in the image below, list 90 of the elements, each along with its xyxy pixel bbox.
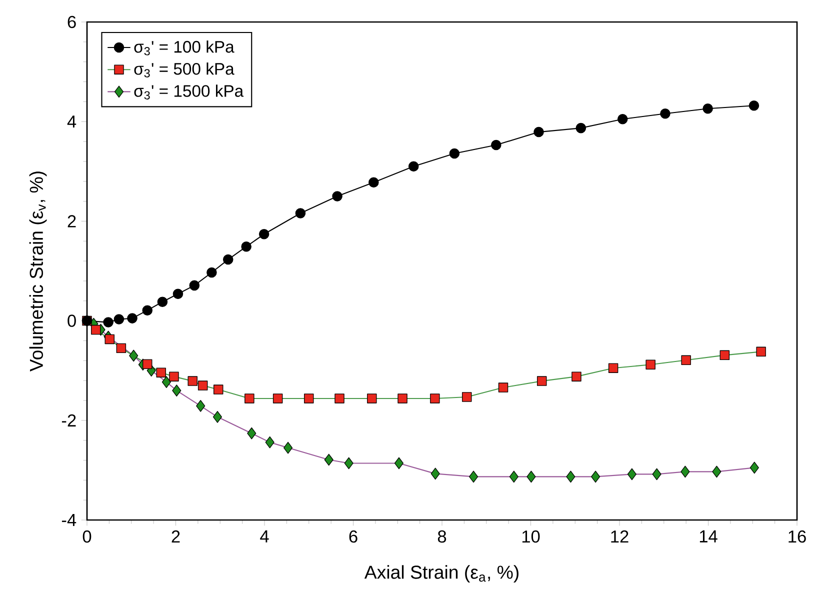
- point: [272, 394, 283, 404]
- point: [536, 376, 547, 386]
- point: [367, 394, 377, 404]
- point: [591, 470, 600, 483]
- y-tick-label: -4: [62, 514, 76, 526]
- point: [660, 108, 670, 119]
- point: [213, 384, 224, 394]
- x-tick-label: 2: [172, 530, 180, 543]
- point: [172, 384, 182, 396]
- point: [756, 346, 766, 357]
- point: [116, 343, 126, 354]
- point: [189, 280, 200, 291]
- point: [114, 314, 124, 324]
- point: [265, 436, 274, 448]
- point: [368, 177, 379, 188]
- x-tick-label: 0: [82, 530, 92, 543]
- x-tick-label: 16: [788, 530, 806, 543]
- point: [244, 394, 254, 404]
- point: [104, 334, 115, 344]
- point: [617, 114, 628, 124]
- point: [680, 466, 690, 478]
- point: [344, 457, 354, 470]
- point: [572, 372, 582, 382]
- legend-label: σ$_{3}$' = 1500 kPa: [134, 84, 244, 100]
- y-tick-label: 2: [68, 215, 76, 228]
- point: [652, 468, 662, 480]
- x-tick-label: 10: [522, 530, 540, 543]
- point: [394, 457, 404, 470]
- point: [608, 363, 618, 373]
- point: [712, 466, 722, 478]
- point: [157, 296, 168, 308]
- point: [91, 324, 101, 335]
- point: [468, 470, 478, 483]
- point: [430, 394, 440, 404]
- point: [462, 392, 472, 402]
- point: [750, 462, 759, 474]
- x-axis-title: Axial Strain (ε$_{a}$, %): [364, 565, 518, 583]
- point: [258, 229, 270, 240]
- point: [188, 376, 198, 386]
- legend-label: σ$_{3}$' = 100 kPa: [134, 40, 234, 56]
- legend-label: σ$_{3}$' = 500 kPa: [134, 62, 234, 78]
- point: [334, 394, 344, 404]
- point: [142, 305, 152, 316]
- point: [498, 382, 508, 392]
- y-axis-title: Volumetric Strain (ε$_{v}$, %): [29, 172, 47, 372]
- point: [576, 122, 586, 134]
- point: [324, 454, 334, 466]
- point: [332, 191, 342, 202]
- x-tick-label: 12: [611, 530, 628, 543]
- point: [526, 470, 536, 483]
- point: [398, 394, 408, 404]
- point: [702, 104, 713, 114]
- point: [127, 313, 138, 324]
- point: [408, 161, 419, 172]
- point: [681, 355, 691, 366]
- point: [627, 468, 636, 480]
- point: [295, 208, 306, 218]
- point: [129, 350, 138, 362]
- y-tick-label: 0: [68, 314, 76, 327]
- point: [430, 468, 440, 480]
- point: [162, 376, 171, 388]
- point: [222, 254, 234, 265]
- x-tick-label: 6: [349, 530, 358, 543]
- point: [534, 126, 544, 138]
- point: [212, 410, 222, 423]
- x-tick-label: 14: [700, 530, 718, 542]
- point: [748, 100, 760, 111]
- point: [491, 140, 502, 150]
- y-tick-label: 4: [67, 116, 76, 128]
- point: [142, 359, 152, 369]
- point: [646, 360, 656, 370]
- point: [198, 380, 208, 390]
- point: [283, 442, 293, 454]
- point: [509, 470, 518, 483]
- point: [304, 394, 314, 404]
- point: [156, 368, 166, 378]
- point: [169, 372, 179, 382]
- y-tick-label: -2: [62, 414, 76, 426]
- point: [720, 350, 730, 360]
- point: [103, 317, 114, 328]
- x-tick-label: 8: [438, 530, 446, 543]
- point: [566, 470, 576, 483]
- point: [206, 267, 217, 278]
- point: [172, 288, 184, 300]
- y-tick-label: 6: [68, 16, 76, 28]
- point: [196, 400, 206, 412]
- point: [241, 241, 252, 252]
- x-tick-label: 4: [260, 530, 269, 542]
- point: [449, 148, 460, 159]
- point: [247, 427, 256, 440]
